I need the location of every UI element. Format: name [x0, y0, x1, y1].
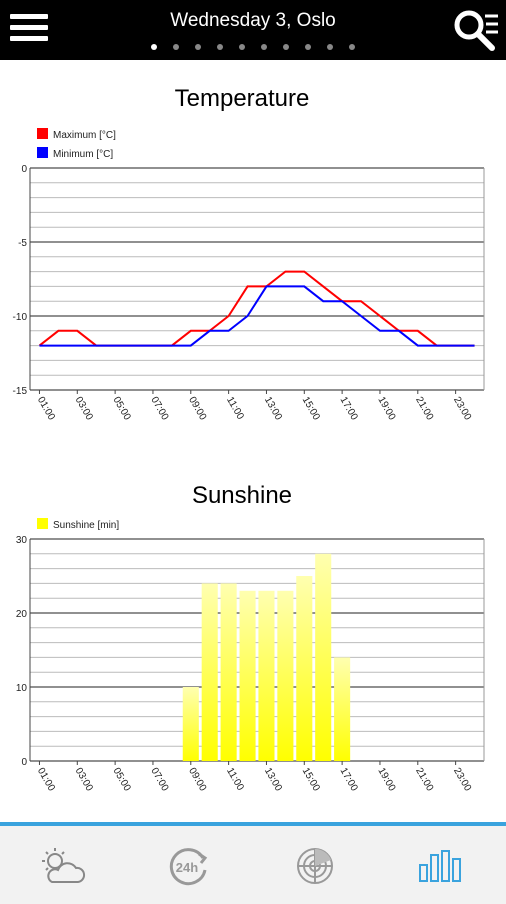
legend-swatch: [37, 518, 48, 529]
page-dot: [305, 44, 311, 50]
x-tick-label: 03:00: [73, 766, 95, 794]
sunshine-bar: [182, 687, 199, 761]
page-dot: [239, 44, 245, 50]
nav-item-charts[interactable]: [378, 836, 504, 896]
legend-label: Sunshine [min]: [53, 520, 119, 531]
legend-swatch: [37, 147, 48, 158]
x-tick-label: 17:00: [338, 766, 360, 794]
x-tick-label: 21:00: [413, 766, 435, 794]
page-dot: [173, 44, 179, 50]
radar-icon: [297, 848, 333, 884]
x-tick-label: 15:00: [300, 395, 322, 423]
x-tick-label: 23:00: [451, 766, 473, 794]
x-tick-label: 01:00: [35, 395, 57, 423]
menu-icon-line: [10, 25, 48, 30]
minimum-line: [39, 285, 475, 347]
x-tick-label: 17:00: [338, 395, 360, 423]
page-dot: [217, 44, 223, 50]
y-tick-label: 20: [16, 609, 28, 620]
svg-text:24h: 24h: [176, 860, 198, 875]
legend-swatch: [37, 128, 48, 139]
page-dot: [151, 44, 157, 50]
x-tick-label: 11:00: [224, 766, 246, 793]
y-tick-label: -10: [13, 312, 28, 323]
chart-title: Sunshine: [192, 482, 292, 509]
x-tick-label: 13:00: [262, 395, 284, 423]
sunshine-bar: [220, 583, 237, 761]
nav-item-24h[interactable]: 24h: [126, 836, 252, 896]
search-icon: [454, 10, 498, 51]
menu-icon-line: [10, 14, 48, 19]
page-dot: [349, 44, 355, 50]
x-tick-label: 05:00: [111, 766, 133, 794]
24h-icon: 24h: [169, 848, 208, 886]
nav-item-radar[interactable]: [252, 836, 378, 896]
bar-chart-icon: [419, 850, 461, 882]
x-tick-label: 21:00: [413, 395, 435, 423]
menu-icon-line: [10, 36, 48, 41]
sunshine-bar: [239, 590, 256, 761]
sunshine-bar: [296, 576, 313, 761]
x-tick-label: 19:00: [375, 766, 397, 794]
bottom-nav: 24h: [0, 822, 506, 904]
x-tick-label: 09:00: [186, 395, 208, 423]
sunshine-bar: [277, 590, 294, 761]
legend-label: Maximum [°C]: [53, 130, 116, 141]
y-tick-label: -15: [13, 386, 28, 397]
x-tick-label: 07:00: [148, 395, 170, 423]
x-tick-label: 23:00: [451, 395, 473, 423]
menu-button[interactable]: [10, 12, 50, 46]
page-dot: [327, 44, 333, 50]
x-tick-label: 07:00: [148, 766, 170, 794]
x-tick-label: 19:00: [375, 395, 397, 423]
page-title: Wednesday 3, Oslo: [170, 10, 336, 31]
sunshine-bar: [201, 583, 218, 761]
page-dot: [195, 44, 201, 50]
nav-item-weather[interactable]: [0, 836, 126, 896]
y-tick-label: 0: [21, 757, 27, 768]
x-tick-label: 01:00: [35, 766, 57, 794]
y-tick-label: 30: [16, 535, 28, 546]
temperature-chart: Temperature Maximum [°C] Minimum [°C] 0 -5 -1…: [13, 85, 485, 423]
x-tick-label: 09:00: [186, 766, 208, 794]
partly-cloudy-icon: [42, 848, 86, 883]
sunshine-bar: [334, 657, 351, 761]
x-tick-label: 13:00: [262, 766, 284, 794]
x-tick-label: 15:00: [300, 766, 322, 794]
x-tick-label: 05:00: [111, 395, 133, 423]
charts-area: Temperature Maximum [°C] Minimum [°C] 0 -5 -1…: [13, 85, 485, 794]
page-dot: [261, 44, 267, 50]
x-tick-label: 03:00: [73, 395, 95, 423]
legend-label: Minimum [°C]: [53, 149, 113, 160]
x-tick-label: 11:00: [224, 395, 246, 422]
page-indicator: [0, 44, 506, 50]
top-bar: Wednesday 3, Oslo: [0, 0, 506, 60]
chart-title: Temperature: [175, 85, 310, 112]
page-dot: [283, 44, 289, 50]
sunshine-chart: Sunshine Sunshine [min] 30 20 10 0 01:00 03:00 0…: [16, 482, 485, 794]
y-tick-label: -5: [18, 238, 27, 249]
sunshine-bar: [258, 590, 275, 761]
y-tick-label: 0: [21, 164, 27, 175]
search-button[interactable]: [452, 8, 500, 54]
maximum-line: [38, 270, 475, 347]
sunshine-bar: [315, 553, 332, 761]
y-tick-label: 10: [16, 683, 28, 694]
